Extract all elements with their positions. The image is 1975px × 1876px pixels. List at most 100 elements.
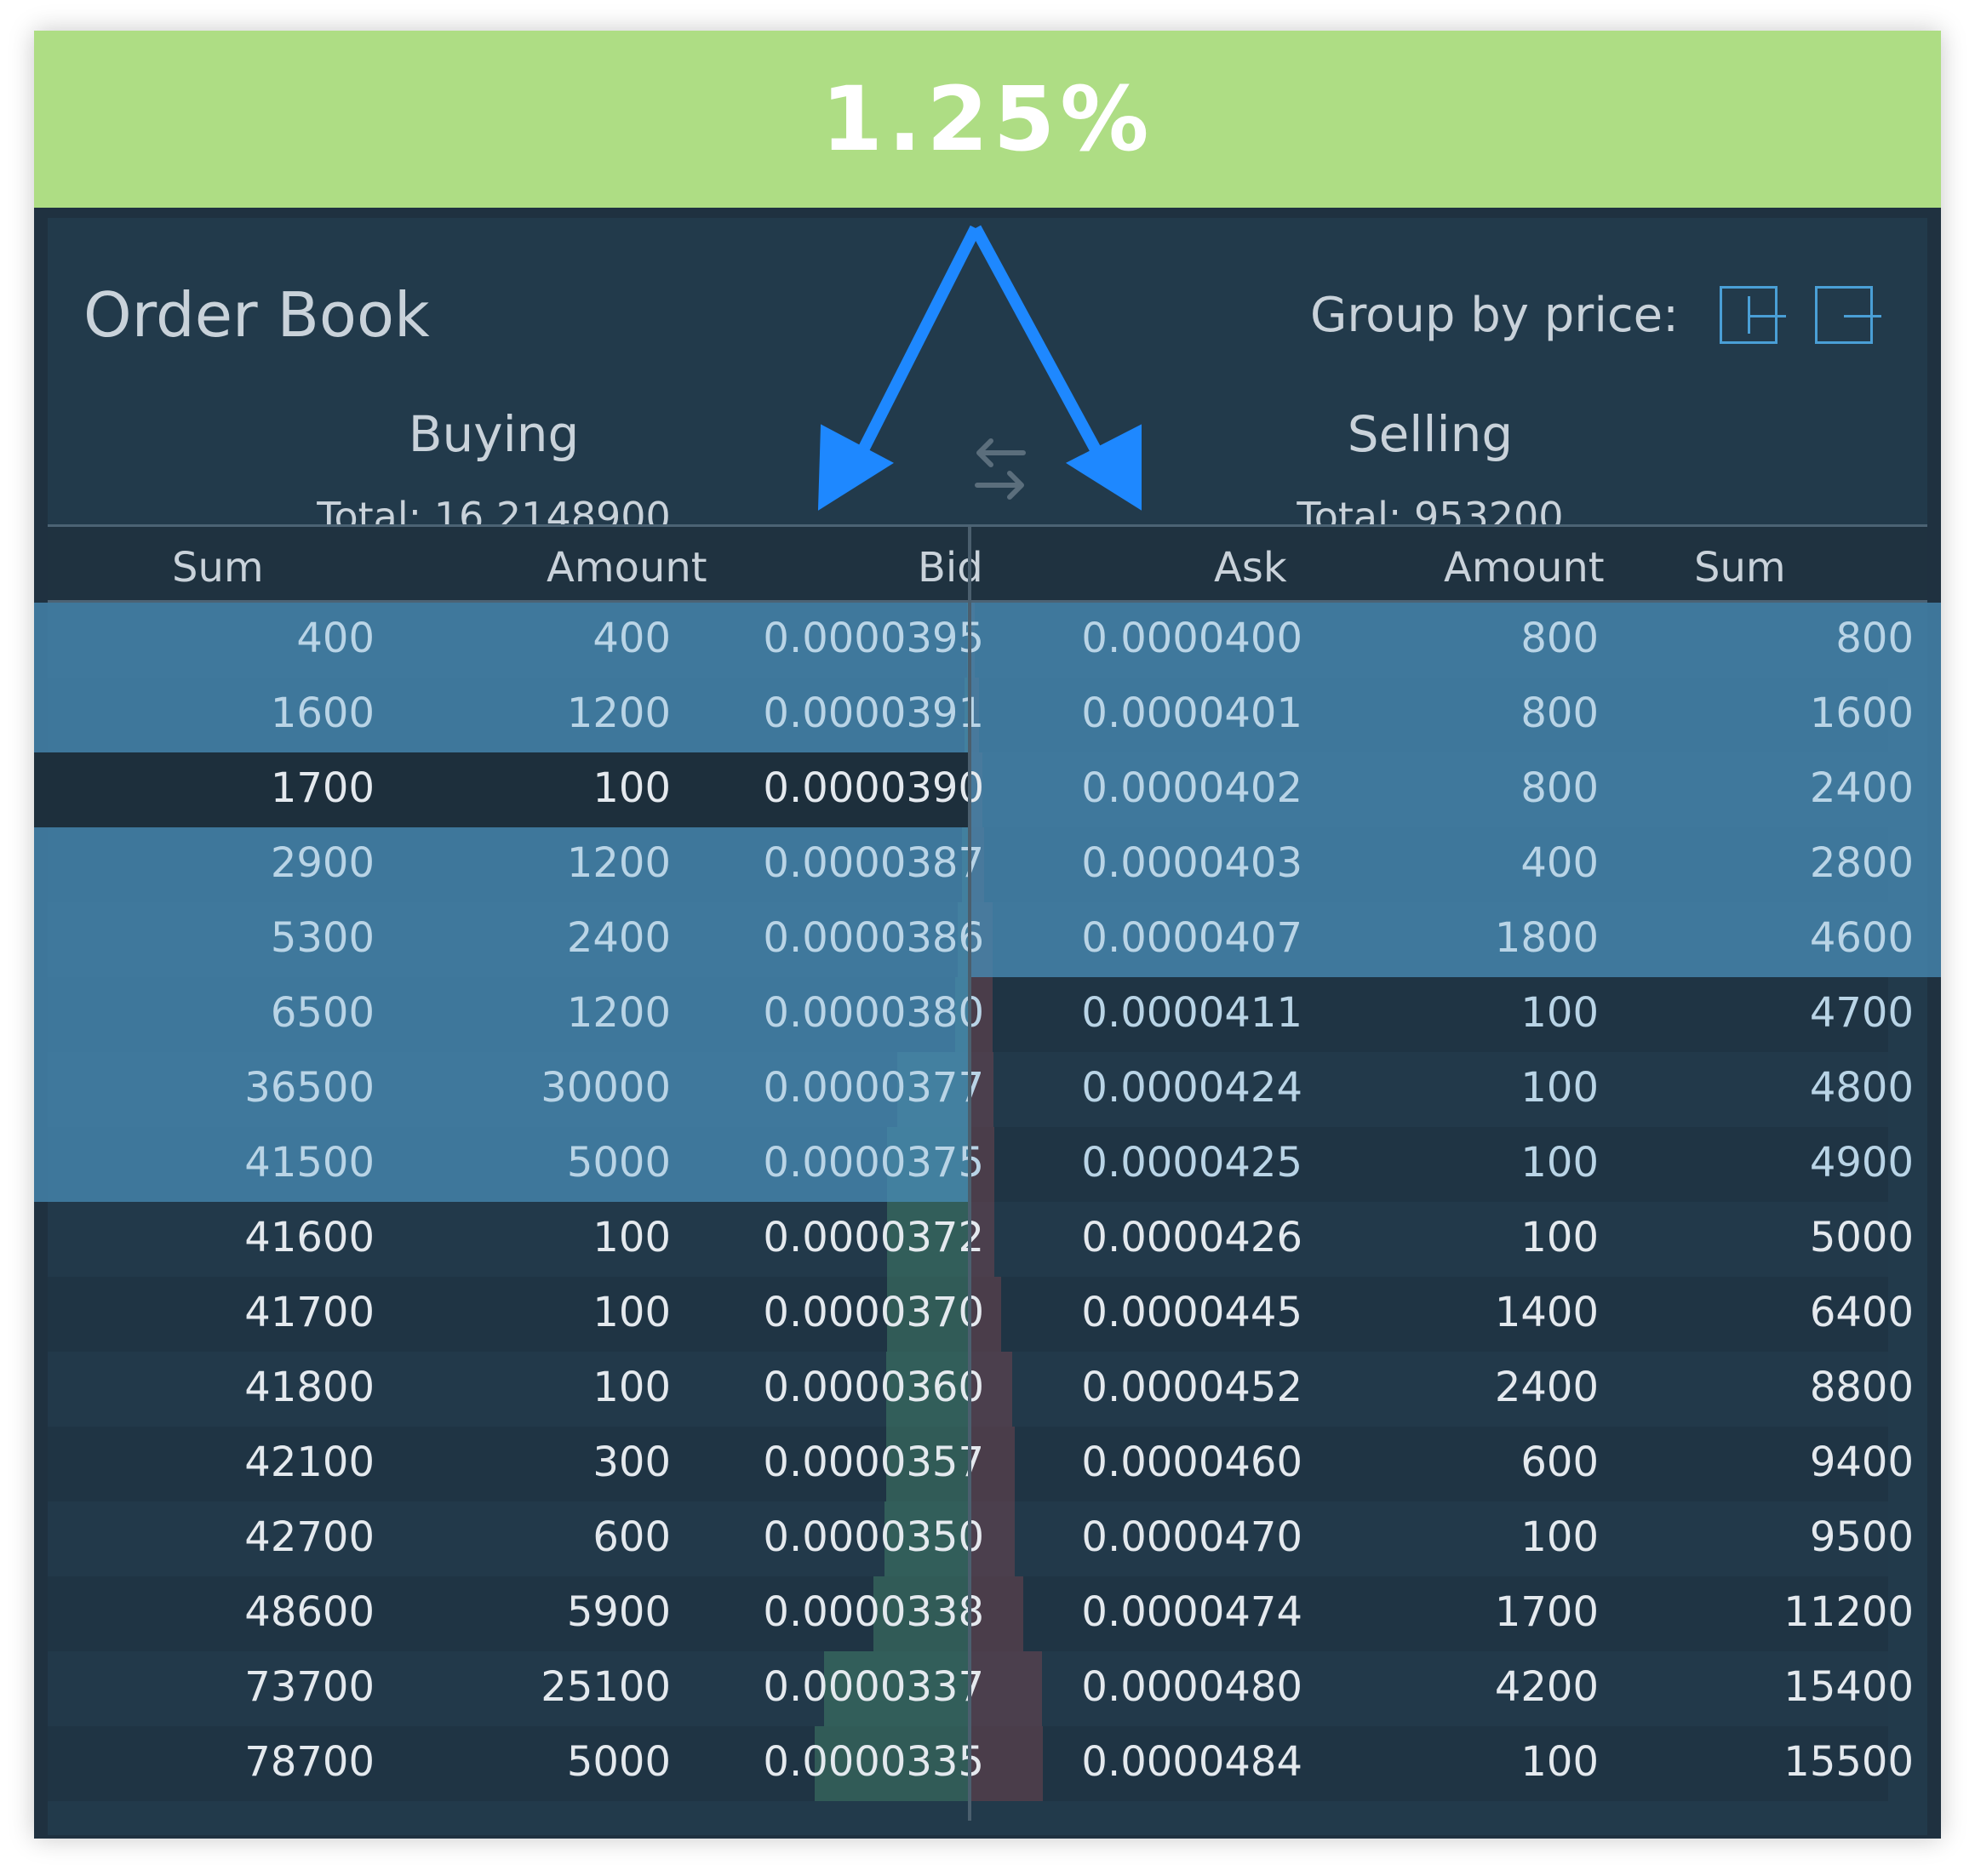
bid-price-cell: 0.0000337 <box>763 1663 984 1711</box>
group-by-price-label: Group by price: <box>1309 288 1679 343</box>
table-row[interactable]: 42100 300 0.0000357 0.0000460 600 9400 <box>34 1427 1941 1501</box>
ask-price-cell: 0.0000425 <box>1081 1139 1302 1187</box>
ask-sum-cell: 800 <box>1835 615 1914 662</box>
ask-row-background <box>971 1651 1888 1726</box>
bid-selection-highlight <box>34 678 970 752</box>
ask-depth-bar <box>971 1277 1001 1352</box>
bid-sum-cell: 41700 <box>244 1289 375 1336</box>
table-row[interactable]: 48600 5900 0.0000338 0.0000474 1700 11200 <box>34 1576 1941 1651</box>
bid-price-cell: 0.0000372 <box>763 1214 984 1261</box>
bid-sum-cell: 41500 <box>244 1139 375 1187</box>
ask-row-background <box>971 1501 1888 1576</box>
ask-sum-cell: 6400 <box>1809 1289 1914 1336</box>
bid-price-cell: 0.0000377 <box>763 1064 984 1112</box>
bid-amount-cell: 100 <box>592 764 671 812</box>
ask-sum-cell: 15500 <box>1783 1738 1914 1786</box>
ask-amount-cell: 100 <box>1520 1214 1599 1261</box>
ask-sum-cell: 9400 <box>1809 1438 1914 1486</box>
selling-header: Selling Total: 953200 <box>1192 405 1669 540</box>
group-increase-button[interactable] <box>1720 286 1786 344</box>
ask-row-background <box>971 1202 1888 1277</box>
table-row[interactable]: 73700 25100 0.0000337 0.0000480 4200 15400 <box>34 1651 1941 1726</box>
ask-price-cell: 0.0000480 <box>1081 1663 1302 1711</box>
ask-amount-cell: 4200 <box>1494 1663 1599 1711</box>
ask-price-cell: 0.0000407 <box>1081 914 1302 962</box>
bid-selection-highlight <box>34 1127 970 1202</box>
bid-row-background <box>48 1501 968 1576</box>
ask-price-cell: 0.0000400 <box>1081 615 1302 662</box>
table-row[interactable]: 41700 100 0.0000370 0.0000445 1400 6400 <box>34 1277 1941 1352</box>
bid-amount-cell: 1200 <box>566 689 671 737</box>
bid-amount-cell: 5900 <box>566 1588 671 1636</box>
ask-amount-cell: 100 <box>1520 1064 1599 1112</box>
ask-sum-cell: 9500 <box>1809 1513 1914 1561</box>
bid-row-background <box>48 1202 968 1277</box>
ask-price-cell: 0.0000403 <box>1081 839 1302 887</box>
table-row[interactable]: 6500 1200 0.0000380 0.0000411 100 4700 <box>34 977 1941 1052</box>
selling-label: Selling <box>1347 405 1514 463</box>
group-decrease-button[interactable] <box>1815 286 1881 344</box>
ask-price-cell: 0.0000426 <box>1081 1214 1302 1261</box>
ask-amount-cell: 1400 <box>1494 1289 1599 1336</box>
ask-amount-cell: 800 <box>1520 764 1599 812</box>
ask-depth-bar <box>971 1501 1015 1576</box>
bid-price-cell: 0.0000380 <box>763 989 984 1037</box>
bid-row-background <box>48 1726 968 1801</box>
bid-sum-cell: 41800 <box>244 1364 375 1411</box>
ask-price-cell: 0.0000474 <box>1081 1588 1302 1636</box>
col-ask-sum: Sum <box>1694 544 1786 592</box>
col-ask: Ask <box>1214 544 1287 592</box>
table-row[interactable]: 42700 600 0.0000350 0.0000470 100 9500 <box>34 1501 1941 1576</box>
bid-depth-bar <box>824 1651 968 1726</box>
header-divider <box>48 524 1927 527</box>
bid-price-cell: 0.0000386 <box>763 914 984 962</box>
ask-sum-cell: 4900 <box>1809 1139 1914 1187</box>
table-row[interactable]: 36500 30000 0.0000377 0.0000424 100 4800 <box>34 1052 1941 1127</box>
ask-sum-cell: 2400 <box>1809 764 1914 812</box>
ask-row-background <box>971 1127 1888 1202</box>
ask-row-background <box>971 1352 1888 1427</box>
swap-icon[interactable] <box>970 431 1030 507</box>
ask-amount-cell: 1800 <box>1494 914 1599 962</box>
table-row[interactable]: 78700 5000 0.0000335 0.0000484 100 15500 <box>34 1726 1941 1801</box>
ask-amount-cell: 100 <box>1520 1513 1599 1561</box>
bid-sum-cell: 73700 <box>244 1663 375 1711</box>
bid-price-cell: 0.0000350 <box>763 1513 984 1561</box>
bid-amount-cell: 5000 <box>566 1139 671 1187</box>
bid-selection-highlight <box>34 902 970 977</box>
ask-sum-cell: 8800 <box>1809 1364 1914 1411</box>
bid-amount-cell: 25100 <box>541 1663 671 1711</box>
bid-amount-cell: 2400 <box>566 914 671 962</box>
bid-sum-cell: 400 <box>296 615 375 662</box>
ask-row-background <box>971 1052 1888 1127</box>
bid-price-cell: 0.0000375 <box>763 1139 984 1187</box>
ask-amount-cell: 600 <box>1520 1438 1599 1486</box>
bid-price-cell: 0.0000370 <box>763 1289 984 1336</box>
ask-depth-bar <box>971 1427 1015 1501</box>
bid-depth-bar <box>873 1576 968 1651</box>
table-row[interactable]: 1700 100 0.0000390 0.0000402 800 2400 <box>34 752 1941 827</box>
bid-selection-highlight <box>34 752 970 827</box>
table-row[interactable]: 1600 1200 0.0000391 0.0000401 800 1600 <box>34 678 1941 752</box>
spread-value: 1.25% <box>821 67 1154 171</box>
bid-selection-highlight <box>34 827 970 902</box>
table-row[interactable]: 400 400 0.0000395 0.0000400 800 800 <box>34 603 1941 678</box>
ask-price-cell: 0.0000460 <box>1081 1438 1302 1486</box>
ask-price-cell: 0.0000452 <box>1081 1364 1302 1411</box>
bid-price-cell: 0.0000338 <box>763 1588 984 1636</box>
table-row[interactable]: 5300 2400 0.0000386 0.0000407 1800 4600 <box>34 902 1941 977</box>
table-row[interactable]: 41500 5000 0.0000375 0.0000425 100 4900 <box>34 1127 1941 1202</box>
ask-selection-highlight <box>971 603 1941 678</box>
table-row[interactable]: 2900 1200 0.0000387 0.0000403 400 2800 <box>34 827 1941 902</box>
ask-amount-cell: 100 <box>1520 989 1599 1037</box>
ask-row-background <box>971 1277 1888 1352</box>
bid-sum-cell: 1700 <box>270 764 375 812</box>
table-row[interactable]: 41600 100 0.0000372 0.0000426 100 5000 <box>34 1202 1941 1277</box>
bid-row-background <box>48 1277 968 1352</box>
bid-sum-cell: 36500 <box>244 1064 375 1112</box>
ask-depth-bar <box>971 1127 994 1202</box>
ask-price-cell: 0.0000445 <box>1081 1289 1302 1336</box>
table-row[interactable]: 41800 100 0.0000360 0.0000452 2400 8800 <box>34 1352 1941 1427</box>
ask-price-cell: 0.0000470 <box>1081 1513 1302 1561</box>
ask-amount-cell: 2400 <box>1494 1364 1599 1411</box>
